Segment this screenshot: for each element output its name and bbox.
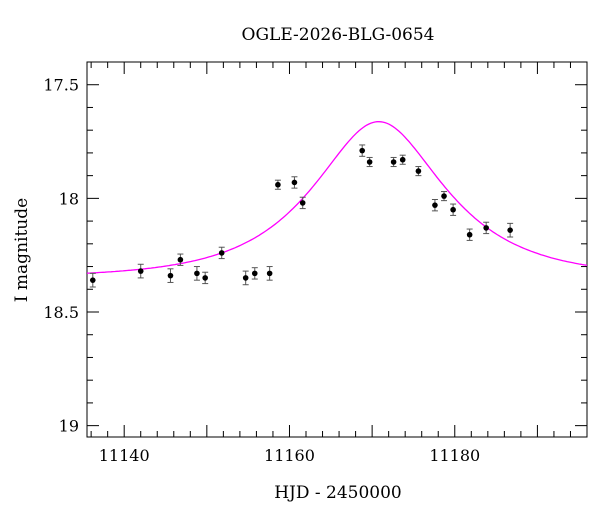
data-point [507,222,514,238]
data-point [89,272,96,288]
data-marker [366,159,373,165]
y-axis-label: I magnitude [12,198,32,302]
model-curve-layer [86,121,588,274]
data-point [218,246,225,260]
data-marker [507,227,513,233]
data-marker [299,200,306,206]
data-point [399,154,406,165]
x-tick-label: 11180 [429,446,480,465]
data-marker [218,250,225,256]
data-point [466,228,473,241]
axis-ticks [87,61,588,437]
y-tick-labels: 17.5 18 18.5 19 [43,76,79,436]
data-point [251,267,258,280]
y-tick-label: 18.5 [43,303,79,322]
data-marker [202,275,208,281]
data-point [415,166,422,177]
data-marker [483,225,489,231]
data-point [359,144,366,157]
data-point [450,203,457,216]
data-marker [194,270,200,277]
data-marker [441,193,447,199]
data-point [366,156,373,168]
x-tick-labels: 11140 11160 11180 [99,446,480,465]
x-tick-label: 11160 [264,446,315,465]
model-curve [86,121,588,274]
y-tick-label: 18 [59,189,79,208]
data-marker [466,231,473,238]
chart-title: OGLE-2026-BLG-0654 [242,25,435,45]
data-point [177,253,184,266]
plot-border [86,61,588,438]
data-point [266,266,273,281]
data-point [202,271,209,285]
data-marker [432,202,438,208]
data-point [193,266,200,281]
data-marker [251,270,258,277]
data-marker [359,147,366,154]
data-point [390,156,397,168]
data-point [299,196,306,210]
data-marker [390,159,397,165]
data-marker [89,277,96,283]
y-tick-label: 19 [59,417,79,436]
data-point [242,270,249,286]
data-point [274,179,281,190]
data-point [167,268,174,283]
plot-frame [86,61,588,438]
data-marker [137,268,144,274]
data-marker [399,156,406,163]
data-marker [275,181,281,188]
data-point [137,263,144,279]
data-point [441,191,448,202]
x-axis-label: HJD - 2450000 [274,483,402,503]
data-marker [415,168,422,174]
data-point [291,176,298,189]
data-marker [450,206,456,213]
data-marker [291,179,298,186]
x-tick-label: 11140 [99,446,150,465]
data-marker [167,272,174,279]
data-marker [177,256,184,263]
data-marker [266,270,273,277]
data-marker [242,275,249,281]
y-tick-label: 17.5 [43,76,79,95]
data-point [483,221,490,235]
data-point [431,199,438,212]
data-points [89,144,514,288]
